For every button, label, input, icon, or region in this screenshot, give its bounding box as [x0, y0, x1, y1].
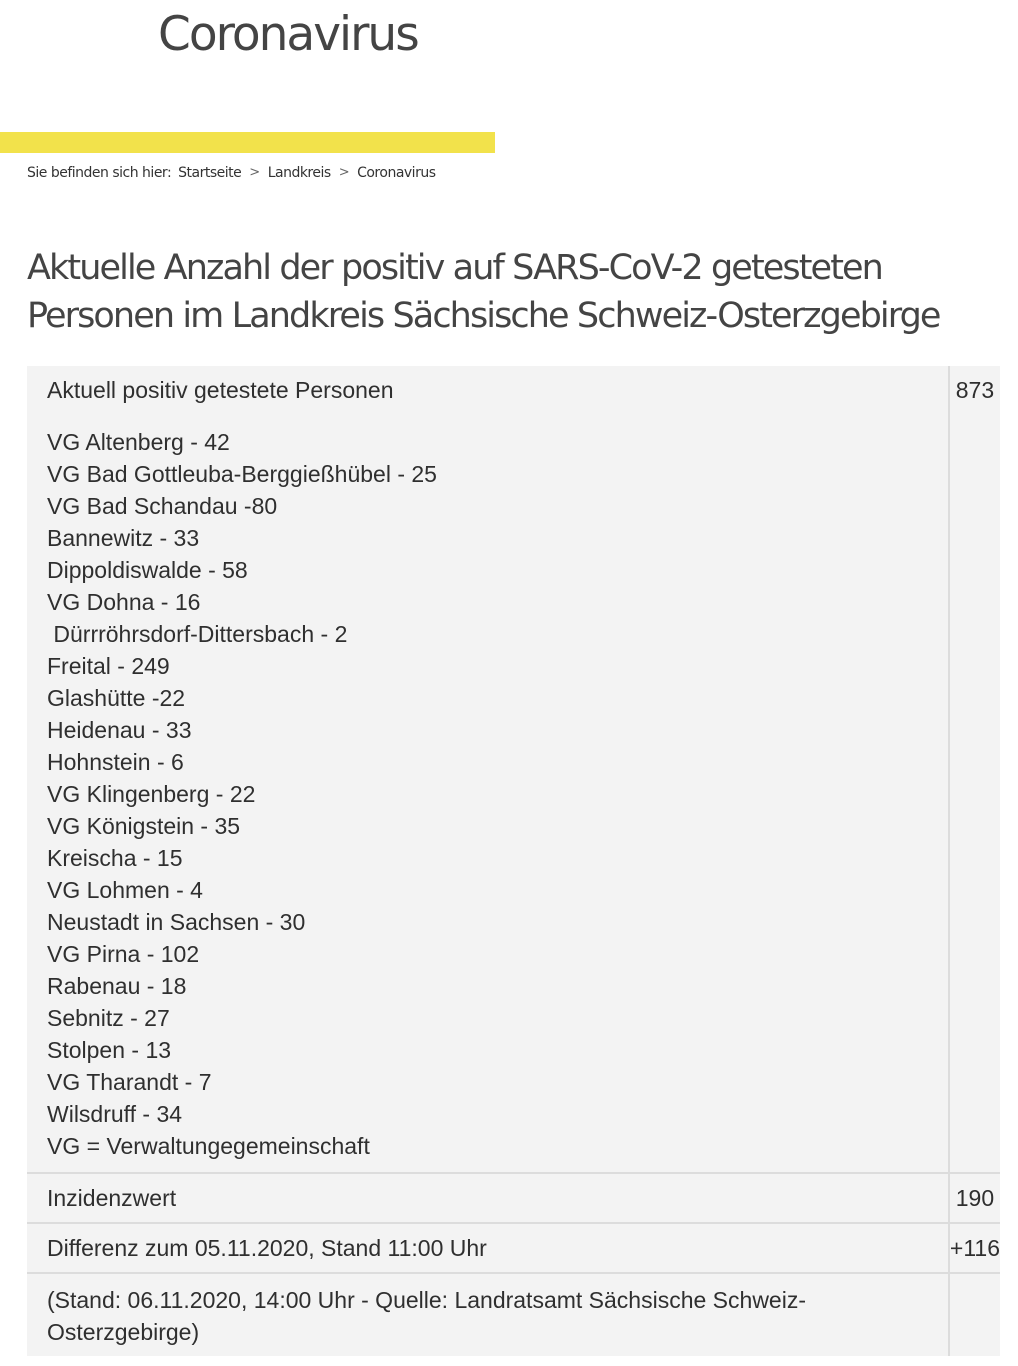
current-positive-label: Aktuell positiv getestete Personen: [47, 377, 394, 403]
breadcrumb-link-coronavirus[interactable]: Coronavirus: [357, 165, 436, 181]
municipality-list-item: VG = Verwaltungegemeinschaft: [47, 1133, 370, 1159]
difference-label: Differenz zum 05.11.2020, Stand 11:00 Uh…: [27, 1222, 950, 1273]
current-positive-value: 873: [949, 366, 1000, 1173]
table-row-incidence: Inzidenzwert 190: [27, 1172, 1000, 1223]
breadcrumb: Sie befinden sich hier: Startseite > Lan…: [27, 162, 436, 184]
municipality-list-item: Kreischa - 15: [47, 845, 183, 871]
table-row-difference: Differenz zum 05.11.2020, Stand 11:00 Uh…: [27, 1222, 1000, 1273]
municipality-list-item: Bannewitz - 33: [47, 525, 200, 551]
case-table: Aktuell positiv getestete Personen VG Al…: [27, 366, 1000, 1356]
municipality-list-item: Heidenau - 33: [47, 717, 192, 743]
municipality-list-item: VG Tharandt - 7: [47, 1069, 212, 1095]
breadcrumb-prefix: Sie befinden sich hier:: [27, 165, 172, 181]
current-positive-value-text: 873: [955, 377, 995, 403]
municipality-list-item: VG Klingenberg - 22: [47, 781, 256, 807]
breadcrumb-separator: >: [249, 165, 260, 180]
municipality-list-item: Rabenau - 18: [47, 973, 187, 999]
municipality-list-item: Hohnstein - 6: [47, 749, 184, 775]
page-heading: Aktuelle Anzahl der positiv auf SARS-CoV…: [27, 248, 941, 336]
accent-bar: [0, 132, 495, 153]
municipality-list-item: VG Altenberg - 42: [47, 429, 230, 455]
incidence-value: 190: [948, 1172, 1000, 1223]
municipality-list-item: Stolpen - 13: [47, 1037, 172, 1063]
source-note: (Stand: 06.11.2020, 14:00 Uhr - Quelle: …: [27, 1272, 950, 1356]
site-title: Coronavirus: [158, 7, 420, 62]
municipality-list-item: Wilsdruff - 34: [47, 1101, 183, 1127]
table-row-source: (Stand: 06.11.2020, 14:00 Uhr - Quelle: …: [27, 1272, 1000, 1356]
municipality-breakdown-list: VG Altenberg - 42 VG Bad Gottleuba-Berggi…: [47, 426, 948, 1162]
table-row-current-positive: Aktuell positiv getestete Personen VG Al…: [27, 366, 1000, 1173]
municipality-list-item: Dippoldiswalde - 58: [47, 557, 248, 583]
municipality-list-item: Glashütte -22: [47, 685, 186, 711]
municipality-list-item: VG Bad Schandau -80: [47, 493, 278, 519]
incidence-label: Inzidenzwert: [27, 1172, 950, 1223]
municipality-list-item: VG Pirna - 102: [47, 941, 200, 967]
source-value: [948, 1272, 1000, 1356]
breadcrumb-link-startseite[interactable]: Startseite: [178, 165, 242, 181]
municipality-list-item: Sebnitz - 27: [47, 1005, 170, 1031]
difference-value: +116: [948, 1222, 1000, 1273]
municipality-list-item: Neustadt in Sachsen - 30: [47, 909, 306, 935]
municipality-list-item: VG Bad Gottleuba-Berggießhübel - 25: [47, 461, 437, 487]
municipality-list-item: Freital - 249: [47, 653, 170, 679]
municipality-list-item: VG Königstein - 35: [47, 813, 241, 839]
breadcrumb-separator: >: [338, 165, 350, 180]
breadcrumb-link-landkreis[interactable]: Landkreis: [267, 165, 332, 181]
municipality-list-item: VG Dohna - 16: [47, 589, 201, 615]
current-positive-cell: Aktuell positiv getestete Personen VG Al…: [27, 366, 950, 1173]
municipality-list-item: VG Lohmen - 4: [47, 877, 203, 903]
municipality-list-item: Dürrröhrsdorf-Dittersbach - 2: [47, 621, 348, 647]
